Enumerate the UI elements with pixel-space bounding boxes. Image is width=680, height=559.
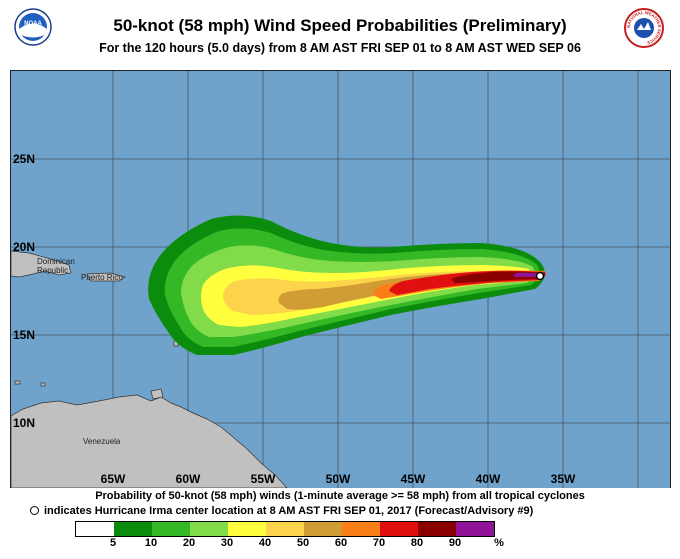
legend-label-7: 70 xyxy=(372,537,386,549)
noaa-logo-text: NOAA xyxy=(24,21,42,27)
hispaniola xyxy=(11,250,72,278)
lat-label-10n: 10N xyxy=(13,416,35,430)
legend-swatch-3 xyxy=(190,522,228,536)
legend-swatch-9 xyxy=(418,522,456,536)
legend-swatch-0 xyxy=(76,522,114,536)
south-america xyxy=(11,394,288,488)
storm-center-circle-icon xyxy=(30,506,39,515)
label-dominican-republic-2: Republic xyxy=(37,266,68,275)
header: NOAA 50-knot (58 mph) Wind Speed Probabi… xyxy=(0,0,680,70)
color-legend xyxy=(75,521,495,537)
legend-swatch-10 xyxy=(456,522,494,536)
legend-swatch-2 xyxy=(152,522,190,536)
probability-contours xyxy=(148,215,546,355)
label-venezuela: Venezuela xyxy=(83,437,121,446)
lon-label-65w: 65W xyxy=(101,472,126,486)
trinidad xyxy=(150,388,164,400)
legend-swatch-7 xyxy=(342,522,380,536)
legend-label-1: 10 xyxy=(144,537,158,549)
legend-swatch-8 xyxy=(380,522,418,536)
legend-swatch-6 xyxy=(304,522,342,536)
lon-label-60w: 60W xyxy=(176,472,201,486)
map-panel: Dominican Republic Puerto Rico Venezuela… xyxy=(10,70,671,489)
legend-labels: 5 10 20 30 40 50 60 70 80 90% xyxy=(75,537,605,551)
legend-swatch-4 xyxy=(228,522,266,536)
lon-label-40w: 40W xyxy=(476,472,501,486)
label-puerto-rico: Puerto Rico xyxy=(81,273,123,282)
legend-description: Probability of 50-knot (58 mph) winds (1… xyxy=(95,490,585,502)
lon-label-55w: 55W xyxy=(251,472,276,486)
noaa-logo-icon: NOAA xyxy=(14,8,52,46)
lat-label-25n: 25N xyxy=(13,152,35,166)
legend-label-4: 40 xyxy=(258,537,272,549)
legend-label-9: 90 xyxy=(448,537,462,549)
legend-swatch-1 xyxy=(114,522,152,536)
legend-swatch-5 xyxy=(266,522,304,536)
legend-label-6: 60 xyxy=(334,537,348,549)
caribbean-isle-a xyxy=(14,380,21,385)
page-title: 50-knot (58 mph) Wind Speed Probabilitie… xyxy=(113,16,567,35)
legend-label-3: 30 xyxy=(220,537,234,549)
land xyxy=(11,250,288,488)
nws-logo-icon: NATIONAL WEATHER SERVICE xyxy=(624,8,664,48)
lat-label-15n: 15N xyxy=(13,328,35,342)
storm-center-marker xyxy=(535,271,545,281)
legend-label-0: 5 xyxy=(109,537,117,549)
legend-label-10: % xyxy=(494,537,504,549)
label-dominican-republic-1: Dominican xyxy=(37,257,75,266)
page-subtitle: For the 120 hours (5.0 days) from 8 AM A… xyxy=(99,41,581,55)
lon-label-35w: 35W xyxy=(551,472,576,486)
contour-90 xyxy=(513,272,543,277)
puerto-rico xyxy=(86,272,126,282)
caribbean-isle-b xyxy=(40,382,46,387)
legend-label-2: 20 xyxy=(182,537,196,549)
lat-label-20n: 20N xyxy=(13,240,35,254)
storm-center-note-text: indicates Hurricane Irma center location… xyxy=(44,505,534,517)
footer: Probability of 50-knot (58 mph) winds (1… xyxy=(0,488,680,559)
lon-label-50w: 50W xyxy=(326,472,351,486)
lon-label-45w: 45W xyxy=(401,472,426,486)
legend-label-8: 80 xyxy=(410,537,424,549)
legend-label-5: 50 xyxy=(296,537,310,549)
storm-center-note: indicates Hurricane Irma center location… xyxy=(30,505,533,517)
probability-map: Dominican Republic Puerto Rico Venezuela… xyxy=(11,71,670,488)
